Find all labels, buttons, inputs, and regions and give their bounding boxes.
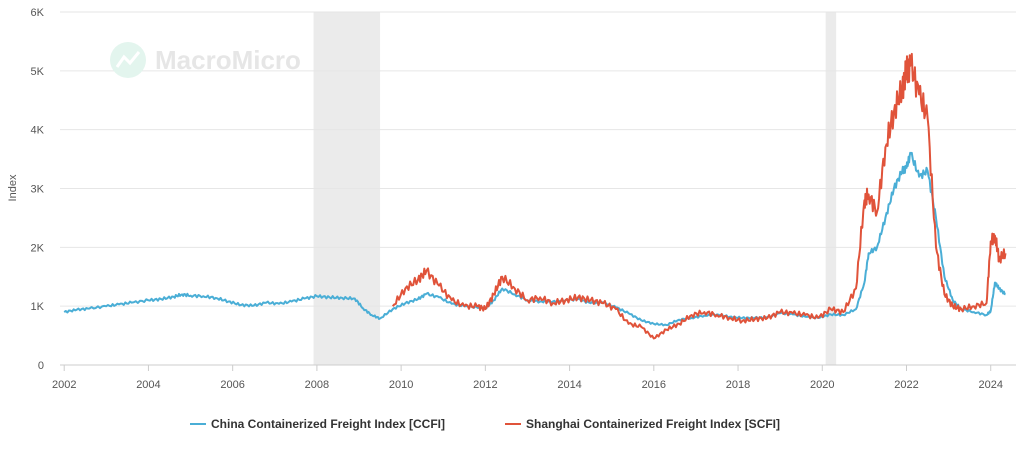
y-tick-label-0: 0	[38, 360, 44, 372]
legend: China Containerized Freight Index [CCFI]…	[190, 417, 780, 431]
x-tick-label-10: 2022	[894, 379, 918, 391]
y-tick-label-6: 6K	[31, 7, 45, 19]
x-tick-label-11: 2024	[978, 379, 1002, 391]
y-axis-title: Index	[7, 174, 19, 201]
y-tick-label-5: 5K	[31, 66, 45, 78]
legend-label-scfi: Shanghai Containerized Freight Index [SC…	[526, 417, 780, 431]
x-tick-label-3: 2008	[305, 379, 329, 391]
x-tick-label-2: 2006	[220, 379, 244, 391]
watermark-chart-icon	[115, 51, 141, 68]
x-tick-label-7: 2016	[642, 379, 666, 391]
x-tick-label-0: 2002	[52, 379, 76, 391]
series-lines	[63, 52, 1007, 340]
legend-label-ccfi: China Containerized Freight Index [CCFI]	[211, 417, 445, 431]
legend-item-scfi[interactable]: Shanghai Containerized Freight Index [SC…	[505, 417, 780, 431]
y-tick-label-3: 3K	[31, 184, 45, 196]
x-tick-label-8: 2018	[726, 379, 750, 391]
watermark-text: MacroMicro	[155, 45, 301, 75]
x-tick-label-4: 2010	[389, 379, 413, 391]
legend-item-ccfi[interactable]: China Containerized Freight Index [CCFI]	[190, 417, 445, 431]
x-tick-label-9: 2020	[810, 379, 834, 391]
y-tick-label-1: 1K	[31, 301, 45, 313]
x-tick-label-6: 2014	[557, 379, 581, 391]
x-tick-label-1: 2004	[136, 379, 160, 391]
y-tick-label-4: 4K	[31, 125, 45, 137]
series-line-scfi[interactable]	[391, 52, 1007, 340]
macromicro-watermark: MacroMicro	[110, 42, 301, 78]
axes: 0 1K 2K 3K 4K 5K 6K 2002 2004 2006 2008 2010 2012 201…	[31, 7, 1003, 391]
y-tick-label-2: 2K	[31, 242, 45, 254]
x-tick-label-5: 2012	[473, 379, 497, 391]
